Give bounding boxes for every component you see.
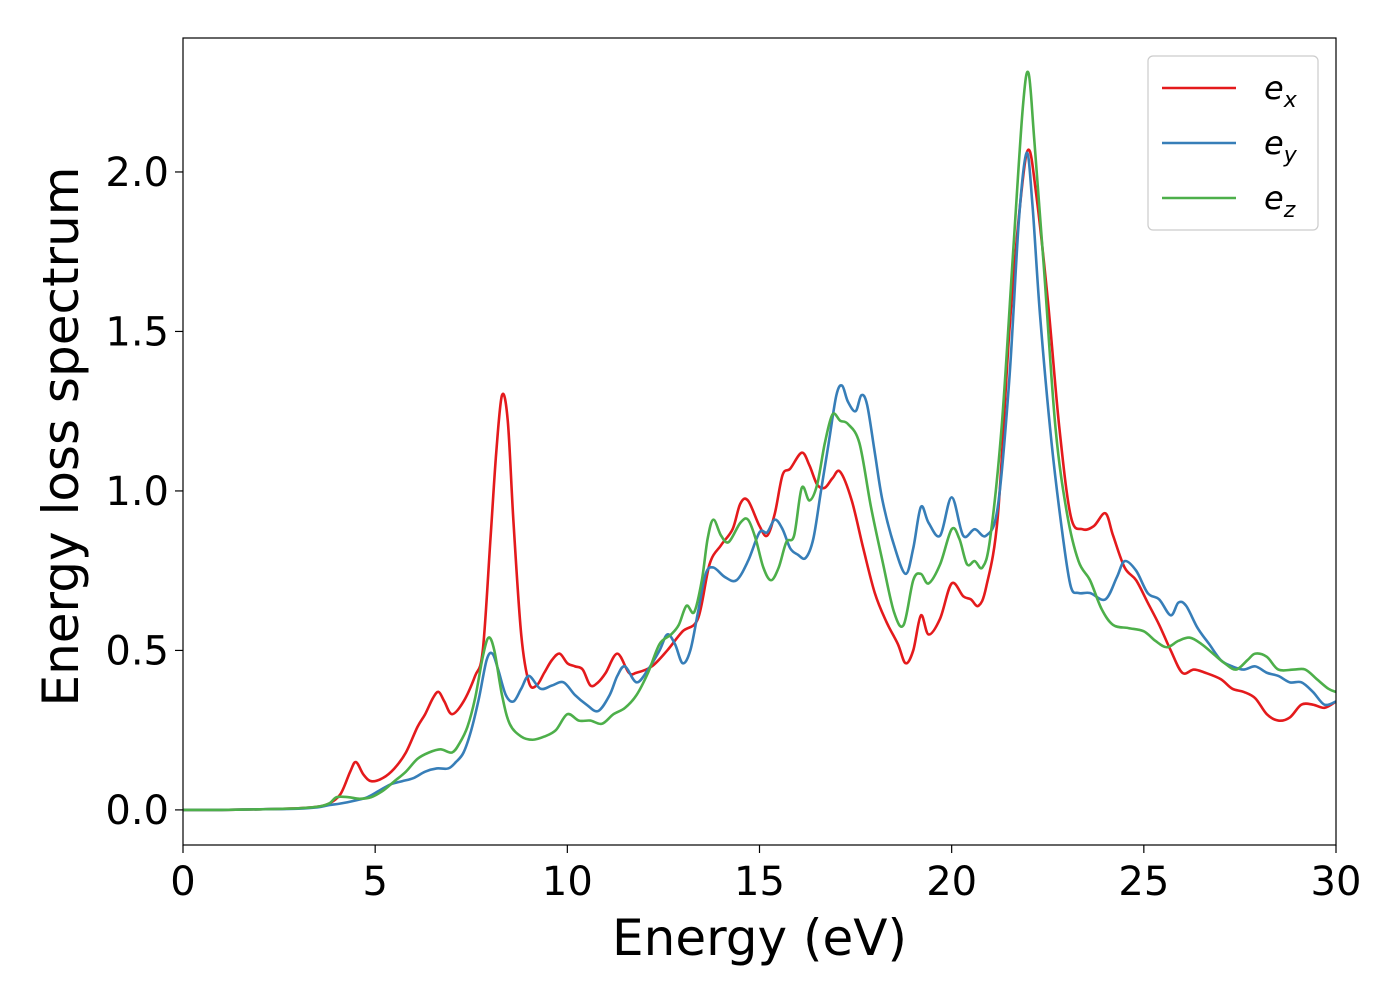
x-axis-ticks: 0 5 10 15 20 25 30	[170, 845, 1361, 905]
legend-label-ey: ey	[1264, 124, 1298, 168]
y-tick-label: 1.0	[105, 469, 169, 515]
legend-label-base: e	[1264, 69, 1284, 107]
legend-label-base: e	[1264, 124, 1284, 162]
series-line-ey	[183, 151, 1336, 812]
x-tick-label: 25	[1118, 859, 1169, 905]
y-tick-label: 2.0	[105, 150, 169, 196]
y-axis-ticks: 0.0 0.5 1.0 1.5 2.0	[105, 150, 183, 834]
legend-label-subscript: z	[1283, 198, 1296, 223]
legend-label-subscript: y	[1283, 143, 1298, 168]
x-tick-label: 20	[926, 859, 977, 905]
series-layer	[183, 70, 1336, 812]
y-tick-label: 0.0	[105, 788, 169, 834]
x-tick-label: 10	[542, 859, 593, 905]
x-tick-label: 0	[170, 859, 195, 905]
legend-label-ex: ex	[1264, 69, 1298, 113]
y-tick-label: 0.5	[105, 628, 169, 674]
x-axis-label: Energy (eV)	[612, 909, 907, 967]
series-line-ex	[183, 148, 1336, 812]
series-line-ez	[183, 70, 1336, 812]
legend-label-base: e	[1264, 179, 1284, 217]
x-tick-label: 30	[1311, 859, 1362, 905]
x-tick-label: 15	[734, 859, 785, 905]
legend-label-ez: ez	[1264, 179, 1296, 223]
y-tick-label: 1.5	[105, 309, 169, 355]
x-tick-label: 5	[362, 859, 387, 905]
legend-label-subscript: x	[1283, 88, 1298, 113]
y-axis-label: Energy loss spectrum	[32, 166, 90, 706]
